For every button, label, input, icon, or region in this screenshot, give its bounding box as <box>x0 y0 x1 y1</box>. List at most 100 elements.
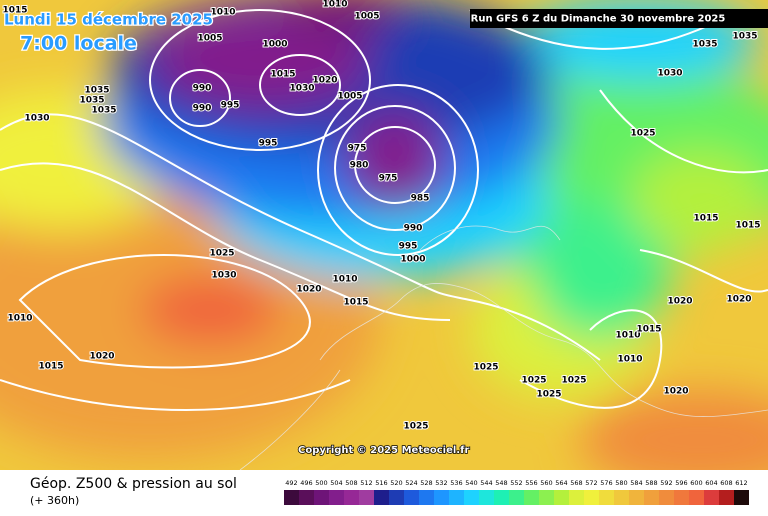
legend-label: 524 <box>405 479 417 487</box>
isobar-label: 1025 <box>536 390 561 400</box>
legend-label: 584 <box>630 479 642 487</box>
run-info: Run GFS 6 Z du Dimanche 30 novembre 2025 <box>471 14 726 25</box>
legend-label: 536 <box>450 479 462 487</box>
legend-swatch <box>584 490 599 505</box>
legend-label: 512 <box>360 479 372 487</box>
legend-swatch <box>524 490 539 505</box>
isobar-label: 995 <box>399 242 418 252</box>
forecast-time: 7:00 locale <box>20 33 137 55</box>
legend-swatch <box>389 490 404 505</box>
legend-swatch <box>449 490 464 505</box>
legend-swatch <box>404 490 419 505</box>
legend-label: 580 <box>615 479 627 487</box>
isobar-labels: 1015 1005 1010 1010 1005 990 990 995 1000 1015 102… <box>1 0 761 433</box>
isobar-label: 1000 <box>400 255 425 265</box>
isobar-label: 1020 <box>667 297 692 307</box>
field <box>0 0 768 470</box>
isobar-label: 1015 <box>693 214 718 224</box>
isobar-label: 1010 <box>322 0 347 10</box>
legend-label: 556 <box>525 479 537 487</box>
legend-swatch <box>599 490 614 505</box>
legend-swatch <box>659 490 674 505</box>
isobar-label: 1025 <box>209 249 234 259</box>
legend-swatch <box>374 490 389 505</box>
footer-title: Géop. Z500 & pression au sol <box>30 476 237 492</box>
isobar-label: 1035 <box>692 40 717 50</box>
isobar-label: 990 <box>193 104 212 114</box>
coastlines <box>239 225 768 470</box>
isobar-label: 1035 <box>84 86 109 96</box>
isobar-label: 1010 <box>332 275 357 285</box>
isobar-label: 995 <box>221 101 240 111</box>
isobar-label: 1010 <box>617 355 642 365</box>
isobar-label: 1015 <box>636 325 661 335</box>
legend-label: 540 <box>465 479 477 487</box>
isobar-label: 1005 <box>197 34 222 44</box>
color-legend: 492 496 500 504 508 512 516 520 524 528 532 536 540 5… <box>284 479 749 505</box>
legend-swatch <box>299 490 314 505</box>
legend-label: 508 <box>345 479 357 487</box>
legend-swatch <box>329 490 344 505</box>
legend-label: 500 <box>315 479 327 487</box>
copyright: Copyright © 2025 Meteociel.fr <box>298 445 469 456</box>
isobar-label: 1020 <box>726 295 751 305</box>
legend-label: 504 <box>330 479 342 487</box>
isobar-label: 985 <box>411 194 430 204</box>
legend-swatch <box>434 490 449 505</box>
isobar-label: 1035 <box>91 106 116 116</box>
isobar-label: 1020 <box>312 76 337 86</box>
isobar-label: 975 <box>348 144 367 154</box>
legend-label: 528 <box>420 479 432 487</box>
legend-swatch <box>539 490 554 505</box>
isobar-label: 1015 <box>343 298 368 308</box>
legend-swatch <box>719 490 734 505</box>
isobar-label: 1000 <box>262 40 287 50</box>
isobar-label: 1030 <box>211 271 236 281</box>
isobar-label: 1015 <box>38 362 63 372</box>
legend-swatch <box>644 490 659 505</box>
legend-label: 564 <box>555 479 567 487</box>
legend-label: 596 <box>675 479 687 487</box>
legend-swatch <box>344 490 359 505</box>
legend-swatch <box>284 490 299 505</box>
isobars <box>0 9 768 411</box>
isobar-label: 1030 <box>24 114 49 124</box>
isobar-label: 1005 <box>337 92 362 102</box>
isobar-label: 1035 <box>732 32 757 42</box>
isobar-label: 1025 <box>521 376 546 386</box>
legend-label: 588 <box>645 479 657 487</box>
isobar-label: 1030 <box>657 69 682 79</box>
legend-label: 604 <box>705 479 717 487</box>
legend-swatch <box>734 490 749 505</box>
legend-swatch <box>494 490 509 505</box>
legend-label: 600 <box>690 479 702 487</box>
legend-swatch <box>614 490 629 505</box>
isobar-label: 1025 <box>561 376 586 386</box>
isobar-label: 1020 <box>663 387 688 397</box>
forecast-date: Lundi 15 décembre 2025 <box>4 11 213 29</box>
legend-label: 560 <box>540 479 552 487</box>
legend-label: 612 <box>735 479 747 487</box>
isobar-label: 1005 <box>354 12 379 22</box>
legend-label: 532 <box>435 479 447 487</box>
legend-label: 568 <box>570 479 582 487</box>
legend-label: 548 <box>495 479 507 487</box>
legend-label: 516 <box>375 479 387 487</box>
legend-swatch <box>509 490 524 505</box>
legend-label: 496 <box>300 479 312 487</box>
legend-label: 544 <box>480 479 492 487</box>
isobar-label: 1030 <box>289 84 314 94</box>
legend-label: 520 <box>390 479 402 487</box>
legend-swatch <box>314 490 329 505</box>
isobar-label: 980 <box>350 161 369 171</box>
legend-swatch <box>689 490 704 505</box>
isobar-label: 990 <box>193 84 212 94</box>
isobar-label: 990 <box>404 224 423 234</box>
isobar-label: 975 <box>379 174 398 184</box>
isobar-label: 1015 <box>2 6 27 16</box>
isobar-label: 1025 <box>630 129 655 139</box>
legend-swatch <box>464 490 479 505</box>
legend-swatch <box>419 490 434 505</box>
isobar-label: 1025 <box>403 422 428 432</box>
